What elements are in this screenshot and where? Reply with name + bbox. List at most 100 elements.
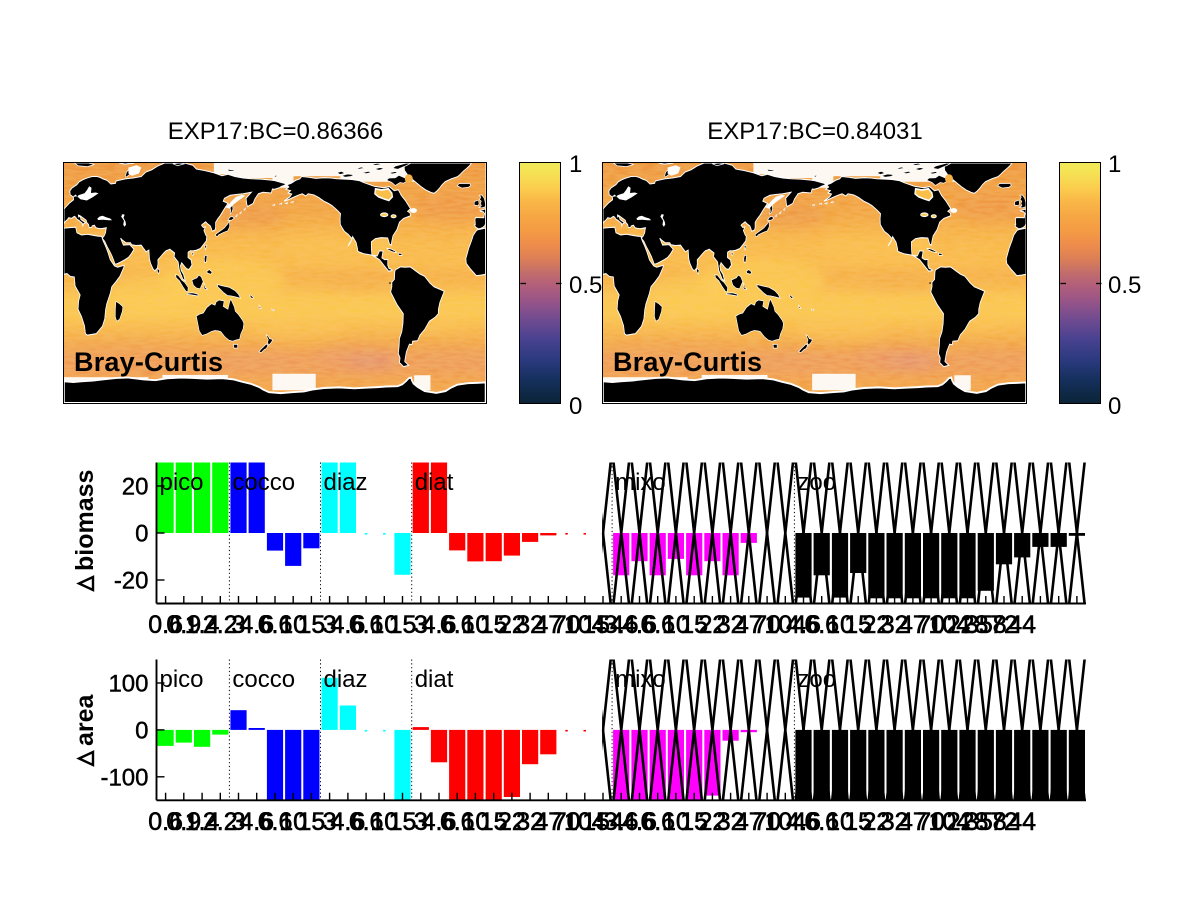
svg-text:2.2: 2.2 (203, 611, 238, 639)
svg-text:mixo: mixo (615, 666, 666, 693)
svg-text:72: 72 (990, 808, 1018, 836)
svg-text:4.6: 4.6 (422, 611, 457, 639)
svg-text:4.6: 4.6 (239, 611, 274, 639)
svg-text:358: 358 (965, 611, 1007, 639)
svg-text:15: 15 (389, 611, 417, 639)
svg-text:104: 104 (764, 611, 806, 639)
svg-text:32: 32 (881, 808, 909, 836)
svg-text:44: 44 (1008, 611, 1036, 639)
svg-text:10: 10 (461, 808, 489, 836)
svg-text:358: 358 (965, 808, 1007, 836)
svg-text:70: 70 (553, 611, 581, 639)
svg-text:47: 47 (735, 611, 763, 639)
svg-text:6.6: 6.6 (640, 611, 675, 639)
svg-text:47: 47 (899, 808, 927, 836)
svg-text:10: 10 (279, 808, 307, 836)
svg-text:cocco: cocco (232, 666, 295, 693)
svg-text:10: 10 (370, 611, 398, 639)
svg-text:44: 44 (1008, 808, 1036, 836)
svg-text:0: 0 (135, 521, 148, 548)
svg-text:0.6: 0.6 (148, 808, 183, 836)
svg-text:mixo: mixo (615, 469, 666, 496)
svg-text:70: 70 (553, 808, 581, 836)
svg-text:0.6: 0.6 (148, 611, 183, 639)
svg-text:15: 15 (389, 808, 417, 836)
svg-text:4.6: 4.6 (622, 611, 657, 639)
svg-text:6.6: 6.6 (804, 808, 839, 836)
svg-text:6.6: 6.6 (349, 611, 384, 639)
svg-text:6.6: 6.6 (440, 611, 475, 639)
svg-text:-100: -100 (100, 764, 148, 791)
svg-text:3.6: 3.6 (604, 808, 639, 836)
svg-text:72: 72 (990, 611, 1018, 639)
svg-text:2.2: 2.2 (203, 808, 238, 836)
svg-text:47: 47 (735, 808, 763, 836)
svg-text:10: 10 (662, 808, 690, 836)
svg-text:47: 47 (534, 808, 562, 836)
svg-text:100: 100 (108, 671, 148, 698)
svg-text:22: 22 (498, 611, 526, 639)
svg-text:70: 70 (753, 611, 781, 639)
svg-text:3: 3 (414, 808, 428, 836)
svg-text:area: area (71, 693, 99, 746)
svg-text:104: 104 (564, 611, 606, 639)
svg-text:22: 22 (862, 611, 890, 639)
svg-text:1.4: 1.4 (185, 808, 220, 836)
svg-text:22: 22 (698, 611, 726, 639)
svg-text:6.6: 6.6 (640, 808, 675, 836)
svg-text:0.9: 0.9 (166, 808, 201, 836)
svg-text:3: 3 (323, 611, 337, 639)
svg-text:10: 10 (370, 808, 398, 836)
svg-text:70: 70 (753, 808, 781, 836)
svg-text:3: 3 (232, 611, 246, 639)
svg-text:4.6: 4.6 (331, 808, 366, 836)
svg-text:154: 154 (582, 611, 624, 639)
svg-text:10: 10 (461, 611, 489, 639)
svg-text:cocco: cocco (232, 469, 295, 496)
svg-text:6.6: 6.6 (440, 808, 475, 836)
svg-text:diat: diat (415, 666, 454, 693)
svg-text:3: 3 (232, 808, 246, 836)
svg-text:4.6: 4.6 (622, 808, 657, 836)
svg-text:10: 10 (826, 808, 854, 836)
svg-text:228: 228 (947, 808, 989, 836)
svg-text:32: 32 (881, 611, 909, 639)
svg-text:15: 15 (680, 611, 708, 639)
svg-text:20: 20 (122, 474, 149, 501)
svg-text:228: 228 (947, 611, 989, 639)
svg-text:4.6: 4.6 (422, 808, 457, 836)
svg-text:154: 154 (582, 808, 624, 836)
svg-text:104: 104 (928, 808, 970, 836)
svg-text:zoo: zoo (797, 666, 836, 693)
svg-text:pico: pico (160, 469, 204, 496)
svg-text:70: 70 (917, 808, 945, 836)
svg-text:15: 15 (297, 808, 325, 836)
svg-text:0: 0 (135, 717, 148, 744)
svg-text:32: 32 (717, 611, 745, 639)
svg-text:15: 15 (480, 808, 508, 836)
svg-text:1.4: 1.4 (185, 611, 220, 639)
svg-text:pico: pico (160, 666, 204, 693)
svg-text:32: 32 (717, 808, 745, 836)
svg-text:4.6: 4.6 (239, 808, 274, 836)
svg-text:15: 15 (297, 611, 325, 639)
svg-text:15: 15 (480, 611, 508, 639)
svg-text:3: 3 (323, 808, 337, 836)
svg-text:47: 47 (899, 611, 927, 639)
svg-text:4.6: 4.6 (786, 611, 821, 639)
svg-text:22: 22 (698, 808, 726, 836)
svg-text:diat: diat (415, 469, 454, 496)
svg-text:4.6: 4.6 (331, 611, 366, 639)
svg-text:32: 32 (516, 611, 544, 639)
svg-text:biomass: biomass (71, 470, 99, 571)
svg-text:15: 15 (680, 808, 708, 836)
svg-text:diaz: diaz (324, 469, 368, 496)
svg-text:6.6: 6.6 (349, 808, 384, 836)
svg-text:22: 22 (498, 808, 526, 836)
svg-text:6.6: 6.6 (258, 808, 293, 836)
svg-text:10: 10 (826, 611, 854, 639)
svg-text:3: 3 (414, 611, 428, 639)
svg-text:15: 15 (844, 808, 872, 836)
svg-text:104: 104 (564, 808, 606, 836)
svg-text:47: 47 (534, 611, 562, 639)
